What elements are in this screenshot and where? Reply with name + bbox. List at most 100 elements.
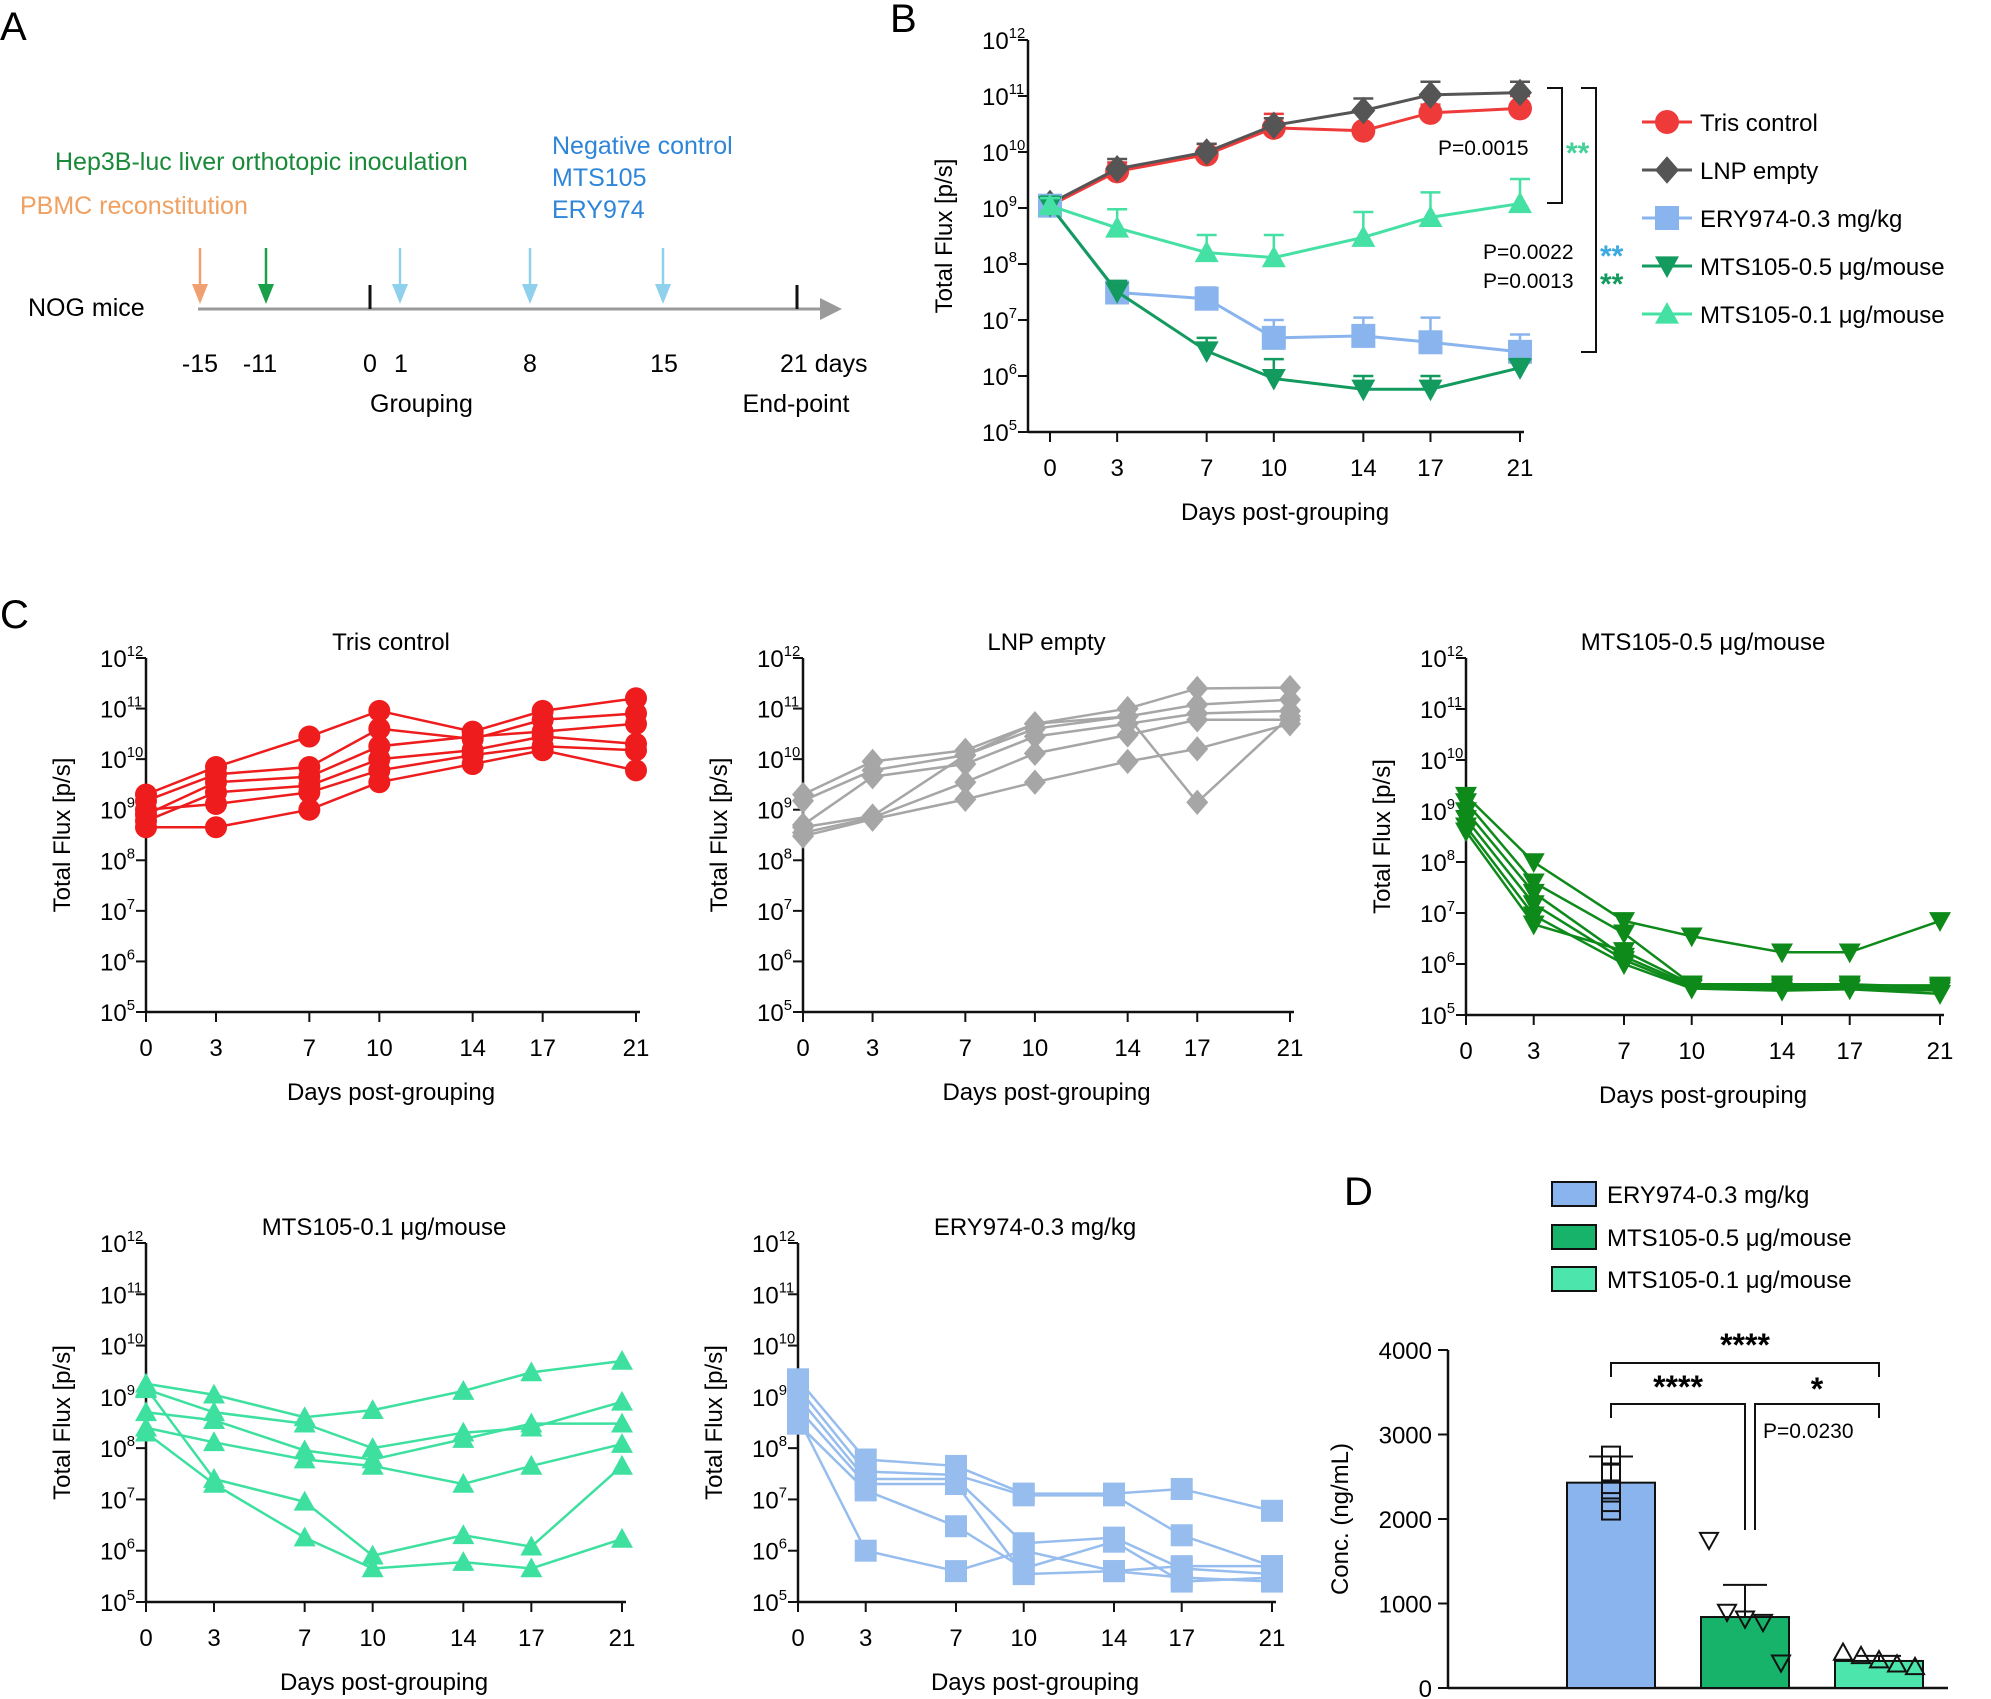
timeline-label-endpoint: End-point xyxy=(742,390,849,418)
data-point xyxy=(361,1557,384,1578)
x-tick-label: 10 xyxy=(1022,1035,1049,1062)
x-tick-label: 14 xyxy=(1101,1625,1128,1652)
individual-series xyxy=(1455,786,1951,964)
bar-group xyxy=(1566,1445,1656,1690)
data-point xyxy=(1038,193,1062,216)
legend-item: ERY974-0.3 mg/kg xyxy=(1642,206,1902,233)
y-tick-label: 108 xyxy=(982,250,1017,279)
y-tick-label: 106 xyxy=(982,362,1017,391)
data-point xyxy=(203,1431,225,1452)
y-tick-label: 108 xyxy=(1420,848,1455,877)
data-point xyxy=(135,798,157,821)
data-point xyxy=(1832,1641,1854,1661)
data-point xyxy=(625,759,647,782)
bar xyxy=(1566,1481,1656,1690)
y-tick-label: 105 xyxy=(757,998,792,1027)
timeline-tick-label: -15 xyxy=(182,350,218,378)
data-point xyxy=(1522,895,1545,916)
y-tick-label: 1010 xyxy=(1420,746,1463,775)
x-tick-label: 10 xyxy=(1010,1625,1037,1652)
x-tick-label: 17 xyxy=(1417,455,1444,482)
data-point xyxy=(520,1454,543,1475)
data-point xyxy=(611,1527,633,1548)
data-point xyxy=(1655,206,1679,230)
chart-title: Tris control xyxy=(332,629,450,656)
x-tick-label: 21 xyxy=(609,1625,636,1652)
legend-label: ERY974-0.3 mg/kg xyxy=(1607,1182,1809,1209)
y-tick-label: 108 xyxy=(757,846,792,875)
data-point xyxy=(611,1390,633,1411)
data-point xyxy=(1655,256,1679,278)
data-point xyxy=(1655,156,1679,184)
x-tick-label: 17 xyxy=(529,1035,556,1062)
panel-b-legend: Tris control LNP empty ERY974-0.3 mg/kg MTS… xyxy=(1642,110,1945,329)
data-point xyxy=(1023,769,1046,795)
timeline-panel: Hep3B-luc liver orthotopic inoculation P… xyxy=(20,132,868,418)
data-point xyxy=(1105,155,1130,183)
legend-swatch xyxy=(1551,1181,1597,1207)
x-tick-label: 7 xyxy=(298,1625,311,1652)
panel-c-tris-chart: 105 106 107 108 109 1010 1011 1012 0 3 7 10 14 17 21 Da… xyxy=(49,629,649,1106)
panel-c-ery974-chart: 105 106 107 108 109 1010 1011 1012 0 3 7 10 14 17 21 Da… xyxy=(701,1214,1285,1696)
x-tick-label: 14 xyxy=(459,1035,486,1062)
y-tick-label: 107 xyxy=(757,897,792,926)
y-axis-label: Total Flux [p/s] xyxy=(706,758,733,913)
x-tick-label: 14 xyxy=(450,1625,477,1652)
y-tick-label: 1011 xyxy=(100,695,142,724)
y-axis-label: Total Flux [p/s] xyxy=(1369,759,1396,914)
data-point xyxy=(787,1412,809,1435)
arrow-inoculation xyxy=(258,248,274,304)
data-point xyxy=(1522,873,1545,894)
data-point xyxy=(1698,1531,1720,1552)
data-point xyxy=(1752,1613,1774,1634)
chart-title: ERY974-0.3 mg/kg xyxy=(934,1214,1136,1241)
data-point xyxy=(203,1383,225,1404)
data-point xyxy=(461,753,484,776)
data-point xyxy=(1508,358,1532,380)
data-point xyxy=(205,816,227,839)
x-tick-label: 14 xyxy=(1114,1035,1141,1062)
data-point xyxy=(792,814,814,840)
data-point xyxy=(1351,225,1376,247)
data-point xyxy=(861,764,884,790)
arrow-dose-day8 xyxy=(522,248,538,304)
chart-title: LNP empty xyxy=(987,629,1105,656)
bracket-p2 xyxy=(1581,87,1597,353)
x-tick-label: 0 xyxy=(139,1625,152,1652)
individual-series xyxy=(1455,810,1951,1002)
individual-series xyxy=(135,739,647,839)
data-point xyxy=(1418,379,1443,402)
x-tick-label: 17 xyxy=(1168,1625,1195,1652)
data-point xyxy=(1194,138,1219,166)
data-point xyxy=(1838,975,1861,996)
y-tick-label: 107 xyxy=(100,1485,135,1514)
data-point xyxy=(625,687,647,710)
data-point xyxy=(1418,81,1443,109)
significance-stars: **** xyxy=(1720,1327,1770,1363)
data-point xyxy=(293,1448,316,1469)
y-tick-label: 1000 xyxy=(1379,1592,1432,1619)
y-tick-label: 0 xyxy=(1419,1676,1432,1699)
individual-series xyxy=(135,1376,633,1565)
legend-item: ERY974-0.3 mg/kg xyxy=(1551,1181,1809,1209)
data-point xyxy=(1103,1560,1125,1583)
y-tick-label: 107 xyxy=(1420,899,1455,928)
chart-title: MTS105-0.1 μg/mouse xyxy=(262,1214,507,1241)
data-point xyxy=(1838,943,1861,964)
data-point xyxy=(1522,883,1545,904)
y-tick-label: 109 xyxy=(752,1383,787,1412)
data-point xyxy=(954,769,977,795)
data-point xyxy=(854,1539,877,1562)
data-point xyxy=(298,781,321,804)
data-point xyxy=(625,712,647,735)
y-tick-label: 109 xyxy=(100,796,135,825)
individual-series xyxy=(1455,817,1951,1005)
x-tick-label: 3 xyxy=(866,1035,879,1062)
data-point xyxy=(945,1472,967,1495)
series-mts105-0-1-g-mouse xyxy=(1038,177,1532,268)
individual-series xyxy=(1455,822,1951,999)
y-tick-label: 109 xyxy=(757,796,792,825)
y-tick-label: 106 xyxy=(100,1537,135,1566)
data-point xyxy=(452,1428,475,1448)
individual-series xyxy=(787,1412,1283,1593)
